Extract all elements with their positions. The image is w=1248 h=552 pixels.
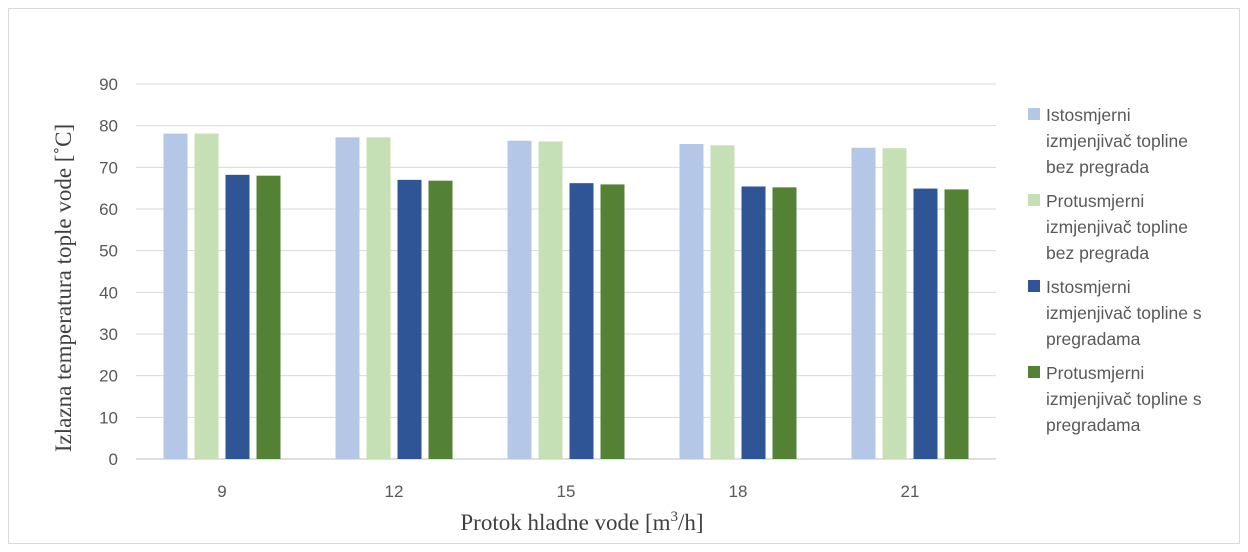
bar [679,144,704,459]
bar [882,148,907,459]
legend-item: Istosmjerni izmjenjivač topline bez preg… [1028,102,1243,180]
y-tick-label: 40 [99,283,118,302]
bar [194,133,219,460]
y-axis-title: Izlazna temperatura tople vode [˚C] [51,124,76,452]
legend-item: Istosmjerni izmjenjivač topline s pregra… [1028,274,1243,352]
bars [163,133,969,460]
y-tick-label: 50 [99,242,118,261]
legend-label: Istosmjerni izmjenjivač topline s pregra… [1046,277,1202,349]
legend-swatch [1028,194,1040,206]
bar [366,137,391,460]
bar [397,179,422,460]
x-axis-title: Protok hladne vode [m3/h] [460,509,703,535]
y-tick-label: 30 [99,325,118,344]
bar [428,180,453,459]
x-axis-title-tail: /h] [678,510,704,535]
legend-swatch [1028,108,1040,120]
y-tick-label: 90 [99,75,118,94]
legend-label: Istosmjerni izmjenjivač topline bez preg… [1046,105,1189,177]
legend-label: Protusmjerni izmjenjivač topline bez pre… [1046,191,1189,263]
bar [256,175,281,459]
bar [710,145,735,459]
bar [538,141,563,459]
x-axis-title-superscript: 3 [671,509,679,525]
x-tick-label: 9 [217,482,226,501]
legend-swatch [1028,366,1040,378]
bar [851,147,876,459]
bar [225,174,250,460]
x-tick-label: 12 [385,482,404,501]
y-tick-label: 60 [99,200,118,219]
bar [944,189,969,459]
y-tick-label: 0 [109,450,118,469]
legend-label: Protusmjerni izmjenjivač topline s pregr… [1046,363,1202,435]
x-tick-label: 18 [729,482,748,501]
x-tick-label: 21 [901,482,920,501]
legend-swatch [1028,280,1040,292]
tick-labels: 0 10 20 30 40 50 60 70 80 90 9 12 15 18 21 [99,75,919,501]
y-tick-label: 20 [99,367,118,386]
y-tick-label: 70 [99,158,118,177]
bar [507,140,532,459]
y-tick-label: 80 [99,117,118,136]
bar [913,188,938,460]
bar [772,187,797,460]
x-tick-label: 15 [557,482,576,501]
legend-item: Protusmjerni izmjenjivač topline bez pre… [1028,188,1243,266]
legend-item: Protusmjerni izmjenjivač topline s pregr… [1028,360,1243,438]
x-axis-title-main: Protok hladne vode [m [460,510,670,535]
bar [741,186,766,459]
bar [569,183,594,459]
y-tick-label: 10 [99,408,118,427]
legend: Istosmjerni izmjenjivač topline bez preg… [1028,102,1243,446]
bar [163,133,188,460]
bar [600,184,625,459]
bar [335,137,360,460]
